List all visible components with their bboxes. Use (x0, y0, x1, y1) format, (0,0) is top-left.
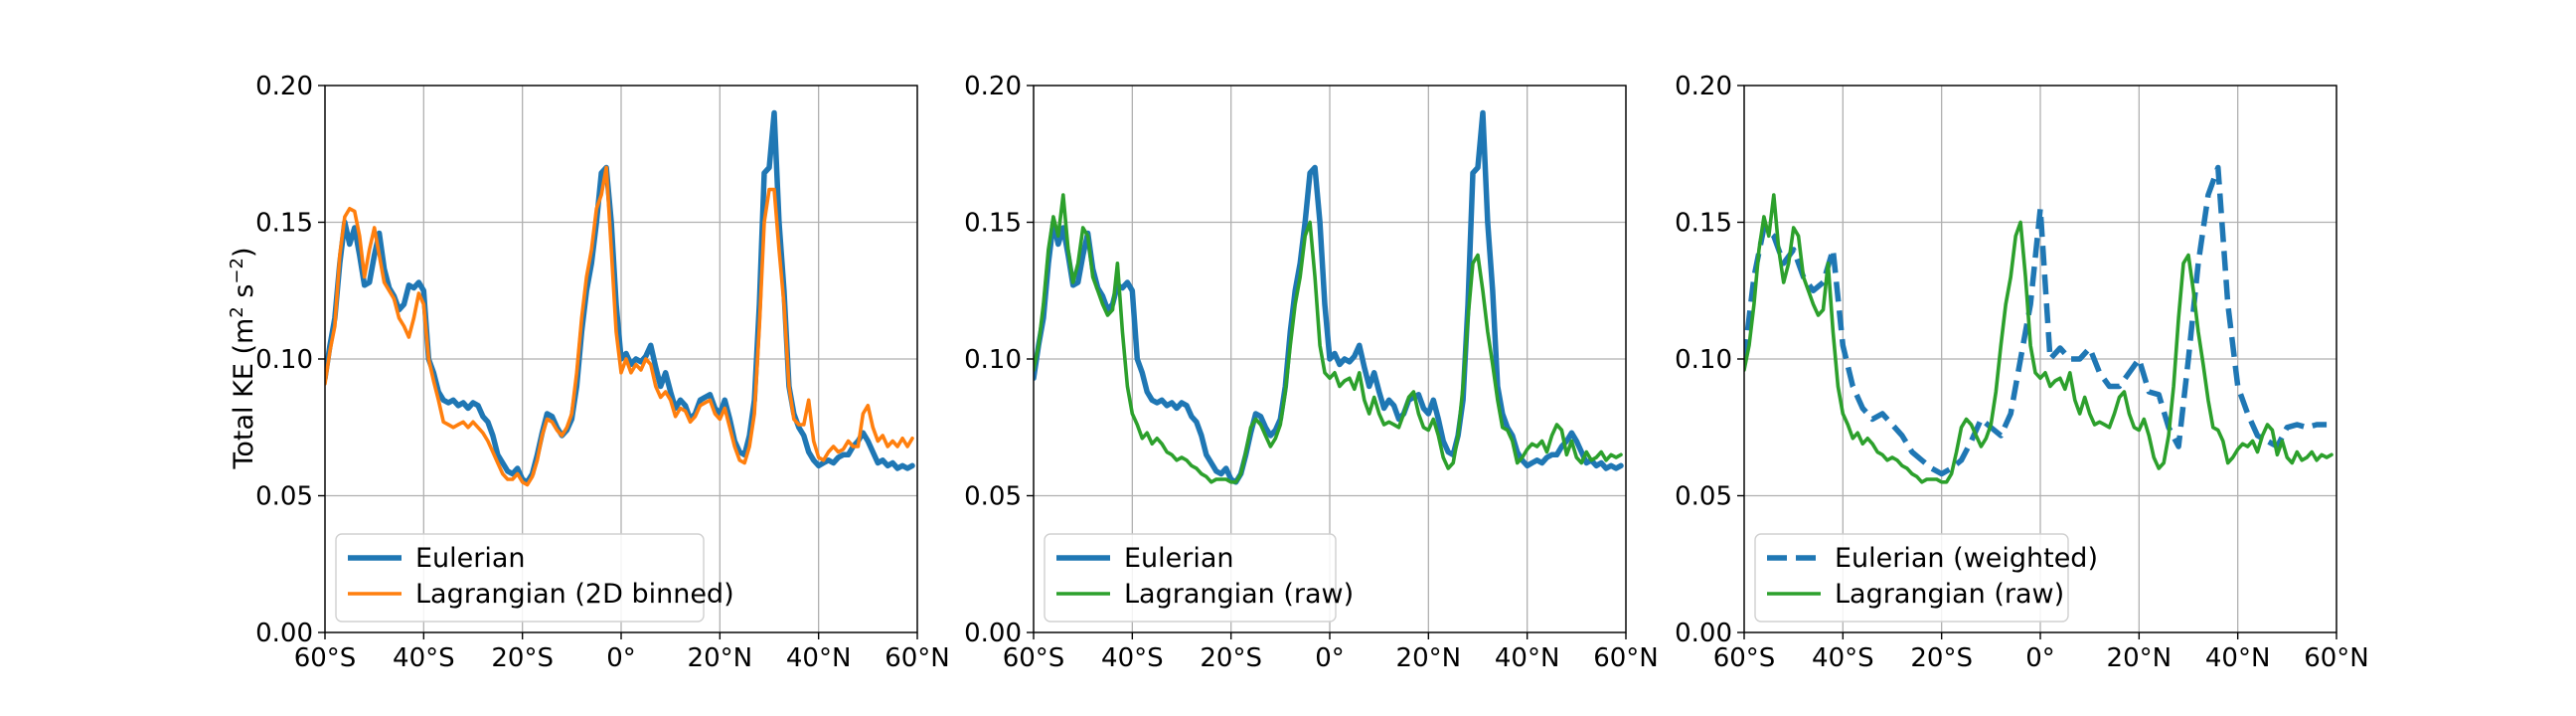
legend-label: Lagrangian (raw) (1124, 579, 1354, 610)
legend: Eulerian Lagrangian (raw) (1044, 533, 1354, 623)
x-tick-label: 60°S (1003, 643, 1065, 673)
x-tick-label: 20°S (1910, 643, 1973, 673)
x-tick-label: 60°S (294, 643, 357, 673)
y-tick-label: 0.15 (964, 209, 1022, 239)
x-tick-label: 40°S (1812, 643, 1874, 673)
series-line-1 (1034, 109, 1624, 485)
x-tick-label: 60°N (885, 643, 950, 673)
chart-panel-3: 60°S 40°S 20°S 0° 20°N 40°N 60°N 0.00 0.05 0.10 0.… (1675, 72, 2369, 673)
legend-label: Eulerian (weighted) (1835, 543, 2098, 574)
x-tick-label: 40°N (1495, 643, 1560, 673)
series-line-1 (325, 109, 915, 485)
series-line-2 (1744, 193, 2334, 484)
legend: Eulerian Lagrangian (2D binned) (335, 533, 734, 623)
y-tick-label: 0.20 (1675, 72, 1732, 101)
legend: Eulerian (weighted) Lagrangian (raw) (1754, 533, 2098, 623)
x-tick-label: 40°S (1101, 643, 1164, 673)
y-axis-title: Total KE (m2 s−2) (227, 247, 260, 469)
y-tick-label: 0.00 (255, 619, 313, 648)
y-tick-label: 0.10 (964, 345, 1022, 375)
series-line-2 (325, 165, 914, 487)
legend-label: Lagrangian (raw) (1835, 579, 2064, 610)
x-tick-label: 20°S (1200, 643, 1262, 673)
x-tick-label: 0° (1315, 643, 1345, 673)
series-line-2 (1034, 193, 1623, 484)
x-tick-label: 20°N (688, 643, 753, 673)
legend-box (335, 533, 705, 623)
y-tick-label: 0.10 (255, 345, 313, 375)
x-tick-label: 40°N (2205, 643, 2271, 673)
series-line-1 (1744, 164, 2328, 477)
x-tick-label: 60°S (1713, 643, 1776, 673)
legend-label: Eulerian (1124, 543, 1234, 574)
x-tick-label: 20°N (2107, 643, 2173, 673)
y-tick-label: 0.10 (1675, 345, 1732, 375)
y-tick-label: 0.15 (1675, 209, 1732, 239)
x-tick-label: 40°S (393, 643, 455, 673)
chart-panel-1: 60°S 40°S 20°S 0° 20°N 40°N 60°N 0.00 0.05 0.10 0.… (255, 72, 950, 673)
y-tick-label: 0.15 (255, 209, 313, 239)
legend-label: Eulerian (415, 543, 526, 574)
legend-label: Lagrangian (2D binned) (415, 579, 734, 610)
y-tick-label: 0.05 (1675, 482, 1732, 512)
x-tick-label: 20°N (1396, 643, 1462, 673)
y-tick-label: 0.00 (964, 619, 1022, 648)
y-tick-label: 0.20 (255, 72, 313, 101)
x-tick-label: 60°N (2304, 643, 2369, 673)
x-tick-label: 0° (606, 643, 636, 673)
legend-box (1044, 533, 1337, 623)
x-tick-label: 40°N (786, 643, 852, 673)
y-tick-label: 0.05 (255, 482, 313, 512)
x-tick-label: 0° (2025, 643, 2055, 673)
legend-box (1754, 533, 2069, 623)
x-tick-label: 20°S (491, 643, 554, 673)
y-tick-label: 0.20 (964, 72, 1022, 101)
chart-panel-2: 60°S 40°S 20°S 0° 20°N 40°N 60°N 0.00 0.05 0.10 0.… (964, 72, 1659, 673)
x-tick-label: 60°N (1593, 643, 1659, 673)
y-tick-label: 0.05 (964, 482, 1022, 512)
y-tick-label: 0.00 (1675, 619, 1732, 648)
